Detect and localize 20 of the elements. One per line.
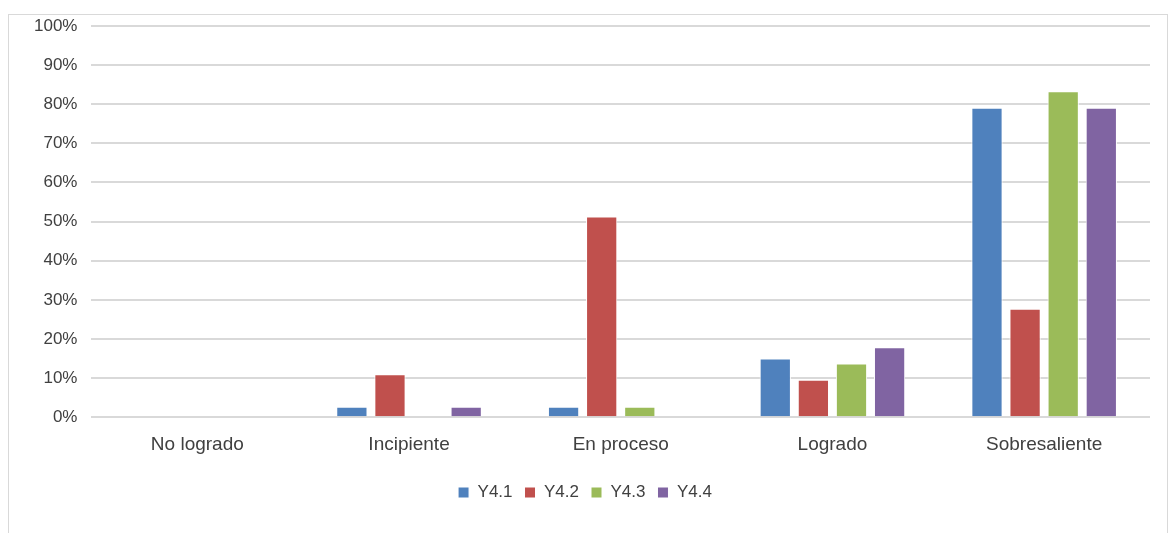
y-tick-label: 10% xyxy=(43,367,78,387)
y-tick-label: 100% xyxy=(34,15,78,35)
legend-label: Y4.2 xyxy=(544,482,580,502)
y-tick-label: 0% xyxy=(52,406,78,426)
y-tick-label: 80% xyxy=(43,93,78,113)
x-tick-label: Logrado xyxy=(797,432,868,454)
y-tick-label: 50% xyxy=(43,211,78,231)
legend-label: Y4.1 xyxy=(477,482,513,502)
x-tick-label: Incipiente xyxy=(368,432,450,454)
y-tick-label: 70% xyxy=(43,133,78,153)
y-tick-label: 20% xyxy=(43,328,78,348)
x-tick-label: Sobresaliente xyxy=(986,432,1103,454)
x-tick-label: En proceso xyxy=(572,432,669,454)
x-tick-label: No logrado xyxy=(150,432,244,454)
legend-label: Y4.3 xyxy=(610,482,646,502)
y-tick-label: 30% xyxy=(43,289,78,309)
y-tick-label: 60% xyxy=(43,172,78,192)
y-tick-label: 90% xyxy=(43,54,78,74)
y-tick-label: 40% xyxy=(43,250,78,270)
legend-label: Y4.4 xyxy=(676,482,712,502)
